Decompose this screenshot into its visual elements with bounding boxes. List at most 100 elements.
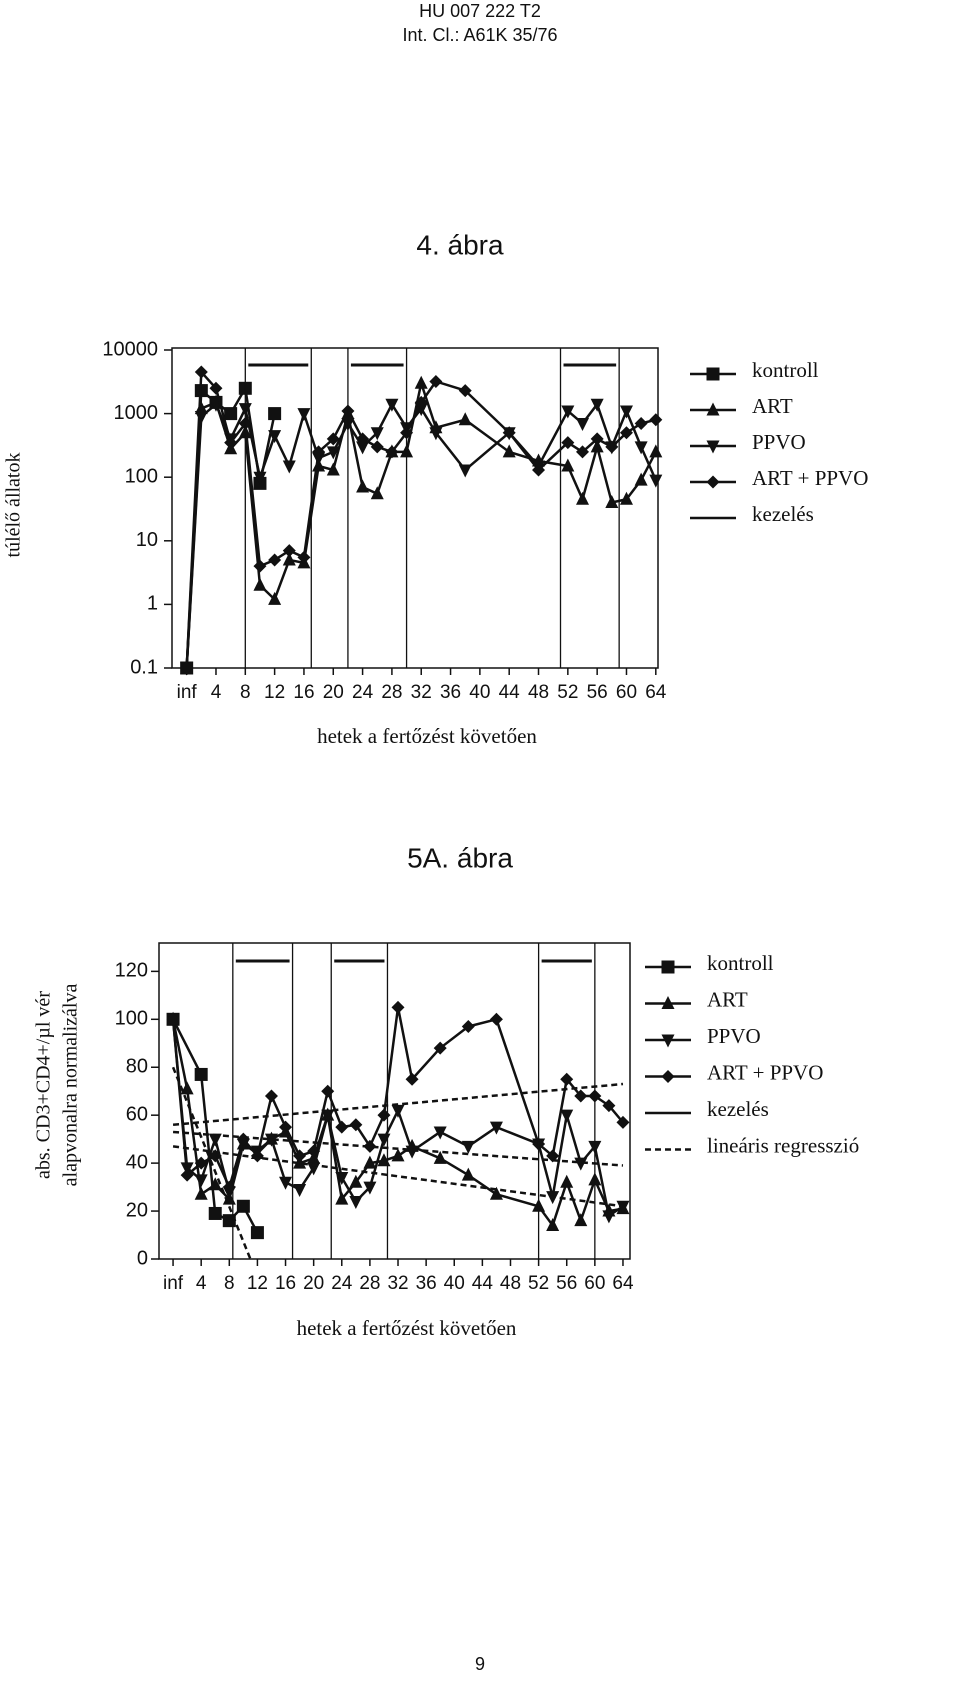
- marker-triangle-down: [264, 1133, 278, 1147]
- legend-label: ART + PPVO: [707, 1060, 823, 1084]
- legend-label: ART: [752, 394, 793, 418]
- y-tick-label: 100: [115, 1008, 148, 1030]
- marker-diamond: [356, 432, 370, 446]
- marker-triangle-up: [253, 577, 267, 591]
- marker-triangle-up: [414, 375, 428, 389]
- marker-triangle-down: [405, 1145, 419, 1159]
- marker-triangle-up: [370, 486, 384, 500]
- series-line: [185, 403, 657, 669]
- marker-triangle-down: [194, 1174, 208, 1188]
- x-tick-label: 56: [587, 682, 608, 703]
- x-tick-label: 4: [196, 1273, 207, 1294]
- y-axis-label: abs. CD3+CD4+/µl vér: [33, 991, 55, 1179]
- x-tick-label: 48: [500, 1273, 521, 1294]
- marker-triangle-down: [194, 411, 208, 425]
- marker-diamond: [326, 432, 340, 446]
- legend-marker: [706, 402, 720, 416]
- x-tick-label: 36: [416, 1273, 437, 1294]
- marker-triangle-up: [458, 412, 472, 426]
- marker-diamond: [180, 661, 194, 675]
- marker-triangle-up: [574, 1213, 588, 1227]
- marker-triangle-up: [363, 1155, 377, 1169]
- marker-triangle-down: [326, 446, 340, 460]
- legend-label: kontroll: [707, 951, 774, 975]
- x-tick-label: 44: [472, 1273, 494, 1294]
- marker-square: [208, 1206, 222, 1220]
- x-tick-label: 24: [352, 682, 374, 703]
- marker-triangle-up: [282, 552, 296, 566]
- marker-triangle-down: [385, 398, 399, 412]
- marker-triangle-down: [602, 1210, 616, 1224]
- x-tick-label: 28: [381, 682, 402, 703]
- marker-triangle-up: [590, 439, 604, 453]
- marker-triangle-up: [560, 1174, 574, 1188]
- series-line: [171, 1019, 624, 1218]
- x-tick-label: 48: [528, 682, 549, 703]
- series-line: [171, 1006, 624, 1189]
- y-tick-label: 0.1: [130, 656, 158, 678]
- marker-square: [194, 1067, 208, 1081]
- marker-diamond: [489, 1012, 503, 1026]
- y-tick-label: 40: [126, 1151, 148, 1173]
- x-tick-label: 20: [303, 1273, 324, 1294]
- marker-triangle-down: [370, 427, 384, 441]
- legend-label: lineáris regresszió: [707, 1133, 859, 1157]
- marker-diamond: [546, 1149, 560, 1163]
- legend-marker: [706, 367, 720, 381]
- marker-diamond: [166, 1012, 180, 1026]
- marker-triangle-down: [391, 1104, 405, 1118]
- marker-triangle-up: [194, 1186, 208, 1200]
- y-tick-label: 100: [125, 465, 158, 487]
- marker-square: [250, 1226, 264, 1240]
- regression-line: [172, 1082, 624, 1127]
- marker-triangle-up: [489, 1186, 503, 1200]
- y-tick-label: 120: [115, 960, 148, 982]
- marker-diamond: [282, 544, 296, 558]
- marker-diamond: [377, 1108, 391, 1122]
- marker-diamond: [385, 445, 399, 459]
- x-tick-label: 12: [247, 1273, 268, 1294]
- y-tick-label: 1000: [114, 402, 159, 424]
- marker-diamond: [321, 1084, 335, 1098]
- marker-triangle-up: [433, 1150, 447, 1164]
- series-line: [185, 370, 657, 669]
- legend-marker: [706, 475, 720, 489]
- marker-triangle-down: [279, 1176, 293, 1190]
- marker-triangle-up: [619, 491, 633, 505]
- marker-triangle-down: [619, 405, 633, 419]
- marker-diamond: [293, 1149, 307, 1163]
- x-tick-label: 36: [440, 682, 461, 703]
- x-tick-label: inf: [163, 1273, 184, 1294]
- marker-triangle-up: [649, 444, 663, 458]
- marker-diamond: [264, 1089, 278, 1103]
- marker-triangle-down: [335, 1172, 349, 1186]
- marker-diamond: [297, 550, 311, 564]
- marker-triangle-down: [560, 1109, 574, 1123]
- marker-diamond: [649, 413, 663, 427]
- legend-marker: [661, 996, 675, 1009]
- marker-triangle-down: [489, 1121, 503, 1135]
- x-axis-label: hetek a fertőzést követően: [317, 724, 537, 748]
- marker-triangle-down: [293, 1183, 307, 1197]
- chart: 5A. ábra hetek a fertőzést követően abs. C…: [33, 842, 860, 1339]
- chart: 4. ábra hetek a fertőzést követően túlélő …: [3, 229, 869, 747]
- regression-line: [171, 1066, 252, 1260]
- y-tick-label: 80: [126, 1056, 148, 1078]
- marker-triangle-up: [461, 1167, 475, 1181]
- regression-line: [172, 1130, 624, 1167]
- x-axis-label: hetek a fertőzést követően: [297, 1316, 517, 1340]
- marker-diamond: [502, 426, 516, 440]
- marker-triangle-up: [349, 1174, 363, 1188]
- marker-diamond: [602, 1099, 616, 1113]
- marker-triangle-down: [363, 1181, 377, 1195]
- patent-number: HU 007 222 T2: [419, 1, 541, 21]
- x-tick-label: 32: [411, 682, 432, 703]
- marker-diamond: [349, 1118, 363, 1132]
- marker-diamond: [370, 440, 384, 454]
- legend-label: kontroll: [752, 358, 819, 382]
- x-tick-label: 60: [616, 682, 637, 703]
- x-tick-label: 56: [556, 1273, 577, 1294]
- marker-triangle-up: [391, 1148, 405, 1162]
